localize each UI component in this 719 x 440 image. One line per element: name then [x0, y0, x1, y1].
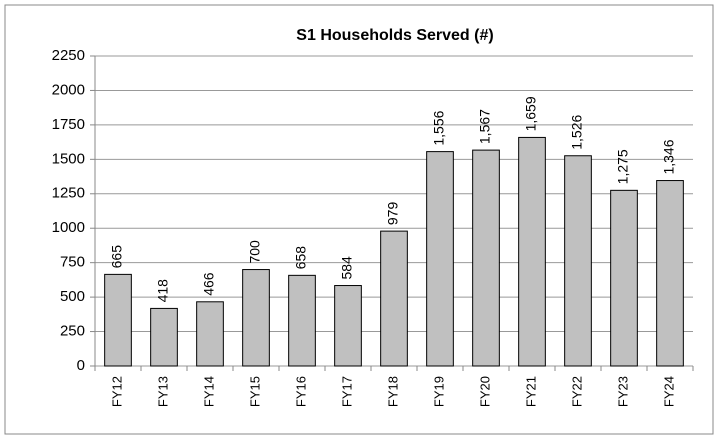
- value-label: 1,346: [661, 139, 677, 174]
- bar: [472, 149, 500, 367]
- bar: [426, 151, 454, 367]
- x-tick-label: FY13: [155, 376, 170, 407]
- bar: [380, 230, 408, 367]
- value-label: 1,275: [615, 149, 631, 184]
- bar: [334, 285, 362, 367]
- bar: [656, 180, 684, 367]
- value-label: 584: [339, 256, 355, 280]
- value-label: 466: [201, 272, 217, 296]
- chart-border: [4, 4, 714, 435]
- bar: [564, 155, 592, 367]
- value-label: 1,659: [523, 96, 539, 131]
- bar: [196, 301, 224, 367]
- bar: [288, 274, 316, 367]
- x-tick-label: FY17: [339, 376, 354, 407]
- x-tick-label: FY19: [431, 376, 446, 407]
- bar: [150, 307, 178, 367]
- x-tick-label: FY23: [615, 376, 630, 407]
- value-label: 658: [293, 246, 309, 270]
- x-tick-label: FY12: [109, 376, 124, 407]
- y-tick-label: 2000: [52, 81, 85, 98]
- value-label: 1,526: [569, 115, 585, 150]
- bar: [610, 189, 638, 367]
- y-tick-label: 1000: [52, 219, 85, 236]
- value-label: 979: [385, 202, 401, 226]
- x-tick-label: FY15: [247, 376, 262, 407]
- value-label: 665: [109, 245, 125, 269]
- value-label: 1,567: [477, 109, 493, 144]
- x-tick-label: FY20: [477, 376, 492, 407]
- x-tick-label: FY21: [523, 376, 538, 407]
- x-tick-label: FY16: [293, 376, 308, 407]
- y-tick-label: 1250: [52, 185, 85, 202]
- chart-title: S1 Households Served (#): [296, 27, 493, 44]
- y-tick-label: 750: [60, 254, 85, 271]
- bar: [518, 136, 546, 367]
- value-label: 418: [155, 279, 171, 303]
- value-label: 1,556: [431, 110, 447, 145]
- y-tick-label: 500: [60, 288, 85, 305]
- bar: [242, 269, 270, 367]
- bar: [104, 273, 132, 367]
- x-tick-label: FY24: [661, 376, 676, 407]
- y-tick-label: 1750: [52, 116, 85, 133]
- y-tick-label: 2250: [52, 47, 85, 64]
- x-tick-label: FY22: [569, 376, 584, 407]
- x-tick-label: FY18: [385, 376, 400, 407]
- y-tick-label: 1500: [52, 150, 85, 167]
- x-tick-label: FY14: [201, 376, 216, 407]
- y-tick-label: 0: [77, 357, 85, 374]
- value-label: 700: [247, 240, 263, 264]
- y-tick-label: 250: [60, 323, 85, 340]
